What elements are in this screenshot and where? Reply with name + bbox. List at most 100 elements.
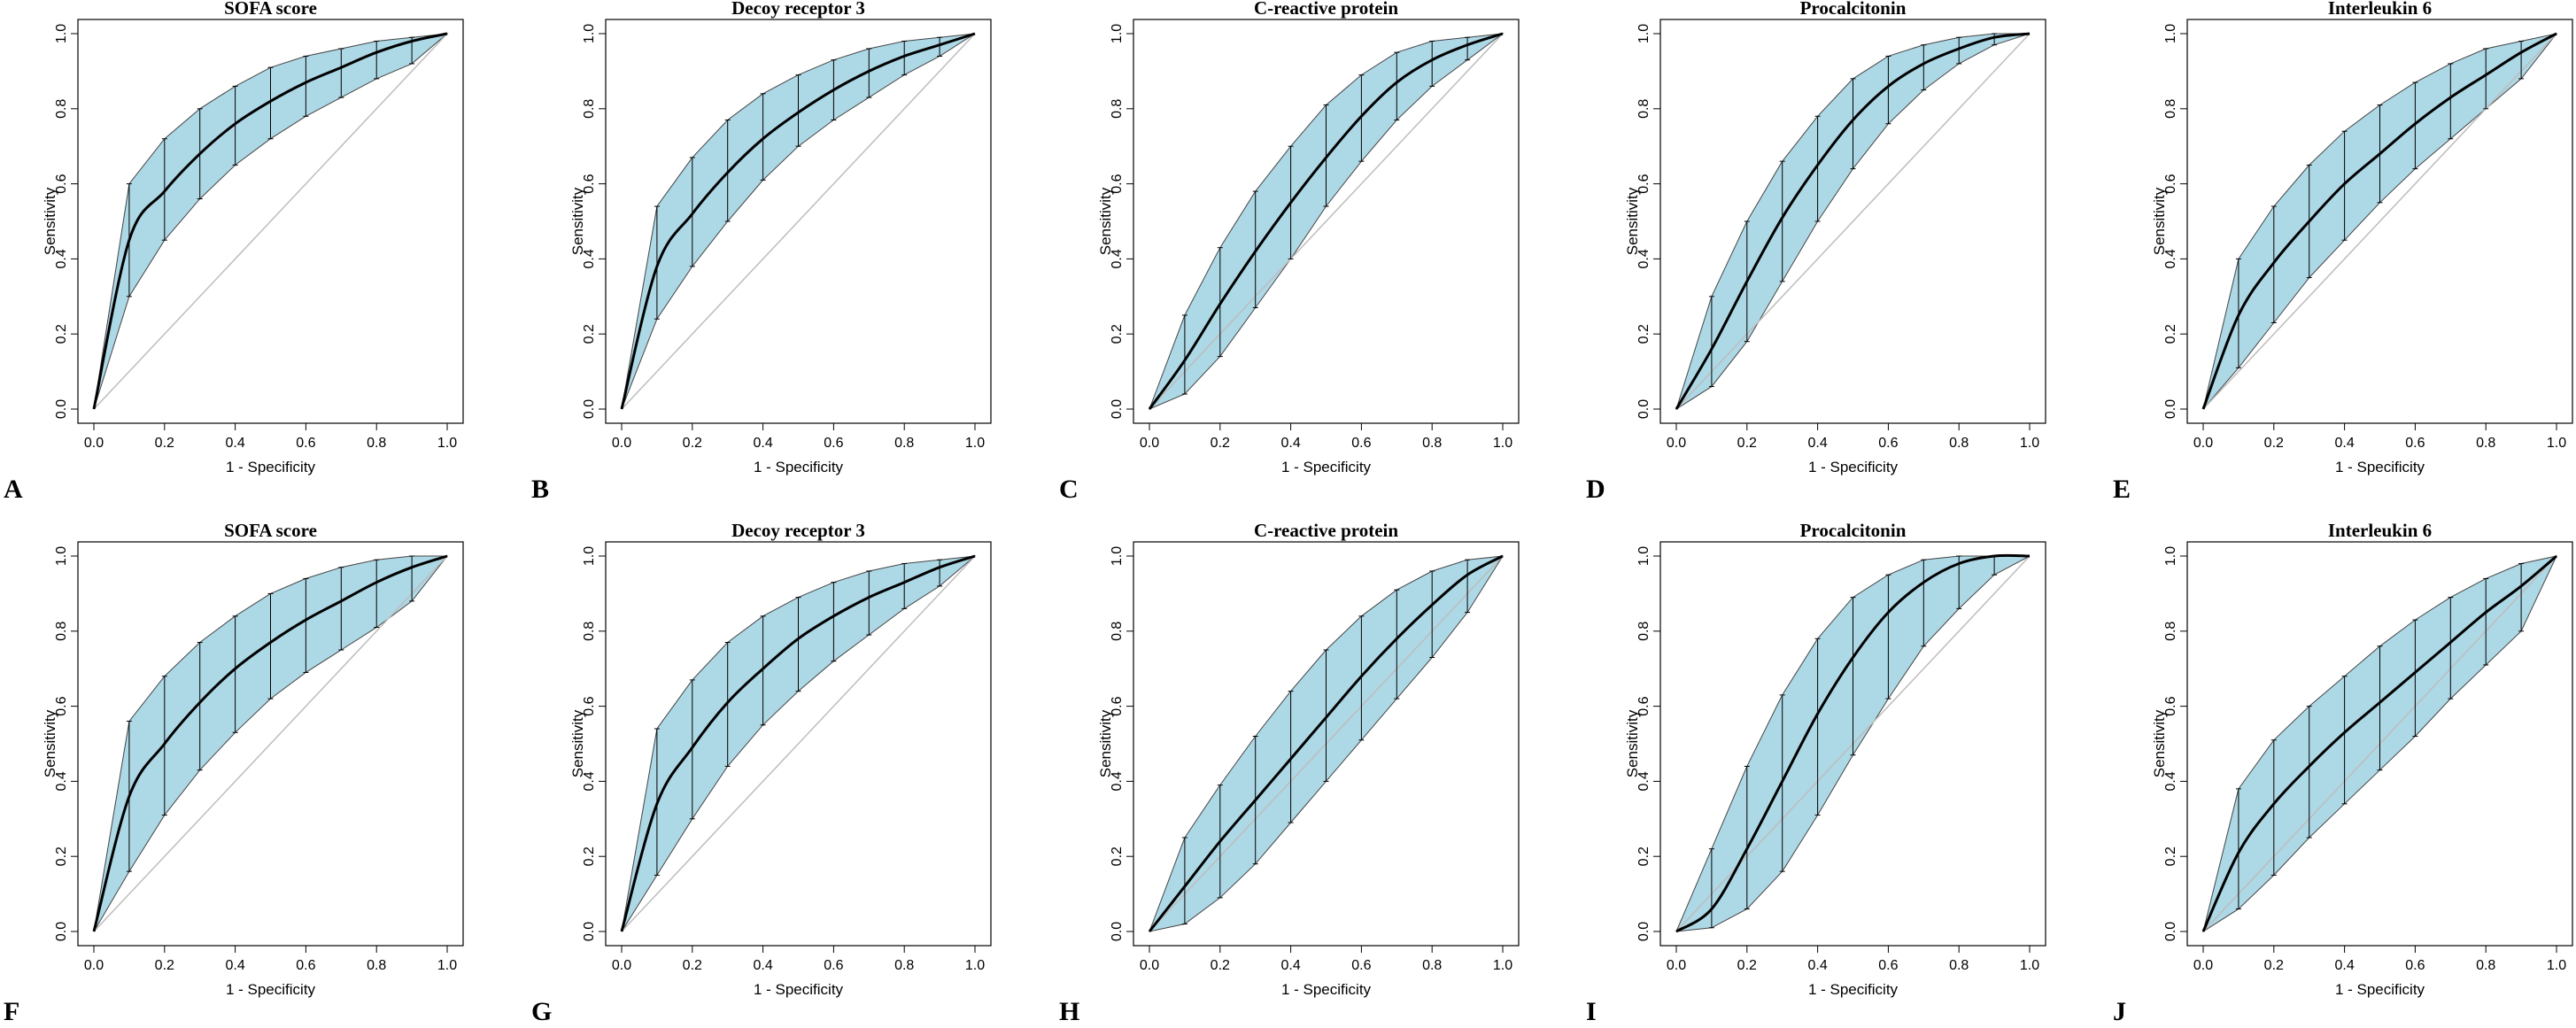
roc-panel-d: 0.0 0.2 0.4 0.6 0.8 1.0 0.0 0.2 0.4 0.6 0.8 1.0 Proc…: [1586, 0, 2046, 504]
x-tick-label: 0.2: [1737, 436, 1757, 451]
plot-frame: [1133, 541, 1520, 947]
roc-panel-b: 0.0 0.2 0.4 0.6 0.8 1.0 0.0 0.2 0.4 0.6 0.8 1.0 Deco…: [531, 0, 992, 504]
y-axis-label: Sensitivity: [569, 709, 586, 777]
plot-frame: [77, 19, 464, 424]
y-tick-label: 0.6: [54, 696, 69, 715]
roc-curve: [1148, 554, 1504, 932]
y-tick-label: 1.0: [1636, 24, 1652, 43]
plot-frame: [1659, 19, 2046, 424]
x-tick-label: 0.2: [155, 436, 174, 451]
y-tick-label: 0.8: [582, 622, 597, 641]
y-tick-label: 0.6: [582, 696, 597, 715]
panel-letter: I: [1586, 997, 1597, 1026]
y-tick-label: 1.0: [2163, 24, 2178, 43]
x-tick-label: 1.0: [965, 436, 985, 451]
x-tick-label: 0.6: [1878, 436, 1898, 451]
x-tick-label: 0.6: [296, 958, 315, 973]
roc-panel-g: 0.0 0.2 0.4 0.6 0.8 1.0 0.0 0.2 0.4 0.6 0.8 1.0 Deco…: [531, 520, 992, 1026]
x-tick-label: 0.8: [1422, 436, 1442, 451]
x-tick-label: 0.0: [1140, 436, 1159, 451]
y-tick-label: 0.8: [2163, 622, 2178, 641]
panel-letter: A: [4, 475, 23, 504]
roc-curve: [620, 32, 976, 410]
y-tick-label: 0.2: [1636, 324, 1652, 344]
x-tick-label: 0.6: [1878, 958, 1898, 973]
x-tick-label: 0.0: [1667, 436, 1686, 451]
panel-letter: C: [1059, 475, 1079, 504]
y-axis-label: Sensitivity: [42, 709, 58, 777]
x-tick-label: 0.2: [1211, 436, 1230, 451]
roc-curve: [1148, 32, 1504, 410]
y-tick-label: 0.0: [582, 399, 597, 419]
x-tick-label: 0.8: [367, 436, 386, 451]
x-tick-label: 0.6: [824, 436, 843, 451]
x-tick-label: 0.4: [753, 958, 772, 973]
panel-title: SOFA score: [224, 0, 317, 19]
y-tick-label: 0.2: [2163, 324, 2178, 344]
roc-panel-a: 0.0 0.2 0.4 0.6 0.8 1.0 0.0 0.2 0.4 0.6 0.8 1.0 SOFA…: [4, 0, 464, 504]
x-tick-label: 0.6: [296, 436, 315, 451]
plot-frame: [605, 541, 992, 947]
x-tick-label: 0.6: [2405, 958, 2425, 973]
y-tick-label: 0.4: [582, 771, 597, 791]
chance-diagonal: [93, 555, 448, 932]
x-tick-label: 0.8: [2476, 958, 2495, 973]
y-tick-label: 0.8: [582, 99, 597, 119]
x-tick-label: 0.2: [2264, 958, 2284, 973]
x-axis-label: 1 - Specificity: [2335, 459, 2425, 475]
x-tick-label: 0.2: [1737, 958, 1757, 973]
x-tick-label: 0.0: [84, 958, 104, 973]
x-tick-label: 1.0: [965, 958, 985, 973]
chance-diagonal: [621, 555, 976, 932]
y-tick-label: 0.4: [54, 771, 69, 791]
x-tick-label: 0.0: [2193, 436, 2213, 451]
y-tick-label: 0.2: [582, 324, 597, 344]
y-tick-label: 0.8: [54, 99, 69, 119]
panel-title: C-reactive protein: [1254, 0, 1398, 19]
x-tick-label: 0.0: [2193, 958, 2213, 973]
y-axis-label: Sensitivity: [2151, 709, 2168, 777]
y-axis-label: Sensitivity: [1624, 187, 1641, 255]
roc-panel-j: 0.0 0.2 0.4 0.6 0.8 1.0 0.0 0.2 0.4 0.6 0.8 1.0 Inte…: [2113, 520, 2573, 1026]
x-tick-label: 0.4: [1807, 436, 1827, 451]
y-tick-label: 1.0: [2163, 546, 2178, 566]
panel-letter: J: [2113, 997, 2126, 1026]
y-tick-label: 1.0: [1110, 546, 1125, 566]
y-tick-label: 0.2: [54, 846, 69, 866]
y-tick-label: 0.4: [1636, 249, 1652, 268]
plot-frame: [2186, 19, 2573, 424]
y-tick-label: 0.6: [582, 174, 597, 193]
panel-letter: B: [531, 475, 549, 504]
y-tick-label: 0.0: [2163, 399, 2178, 419]
y-tick-label: 0.6: [1110, 174, 1125, 193]
x-tick-label: 1.0: [2547, 958, 2566, 973]
chance-diagonal: [2202, 33, 2557, 410]
x-axis-label: 1 - Specificity: [1281, 459, 1372, 475]
x-axis-label: 1 - Specificity: [1281, 981, 1372, 998]
plot-frame: [1133, 19, 1520, 424]
plot-frame: [1659, 541, 2046, 947]
panel-letter: D: [1586, 475, 1605, 504]
x-tick-label: 0.2: [2264, 436, 2284, 451]
y-tick-label: 0.2: [1110, 324, 1125, 344]
y-tick-label: 0.0: [54, 399, 69, 419]
y-axis-label: Sensitivity: [569, 187, 586, 255]
y-tick-label: 0.2: [1636, 846, 1652, 866]
y-tick-label: 0.0: [54, 922, 69, 941]
x-axis-label: 1 - Specificity: [226, 981, 316, 998]
y-tick-label: 0.0: [1636, 399, 1652, 419]
y-axis-label: Sensitivity: [1097, 709, 1114, 777]
y-tick-label: 0.8: [1110, 622, 1125, 641]
panel-title: Interleukin 6: [2328, 0, 2432, 19]
panel-title: C-reactive protein: [1254, 520, 1398, 541]
x-axis-label: 1 - Specificity: [2335, 981, 2425, 998]
y-tick-label: 0.0: [2163, 922, 2178, 941]
y-tick-label: 0.0: [1110, 922, 1125, 941]
y-tick-label: 0.4: [1110, 249, 1125, 268]
panel-title: Interleukin 6: [2328, 520, 2432, 541]
roc-curve: [620, 554, 976, 932]
roc-curve: [92, 32, 448, 410]
y-tick-label: 0.6: [54, 174, 69, 193]
x-tick-label: 0.2: [683, 958, 702, 973]
y-tick-label: 0.8: [1110, 99, 1125, 119]
